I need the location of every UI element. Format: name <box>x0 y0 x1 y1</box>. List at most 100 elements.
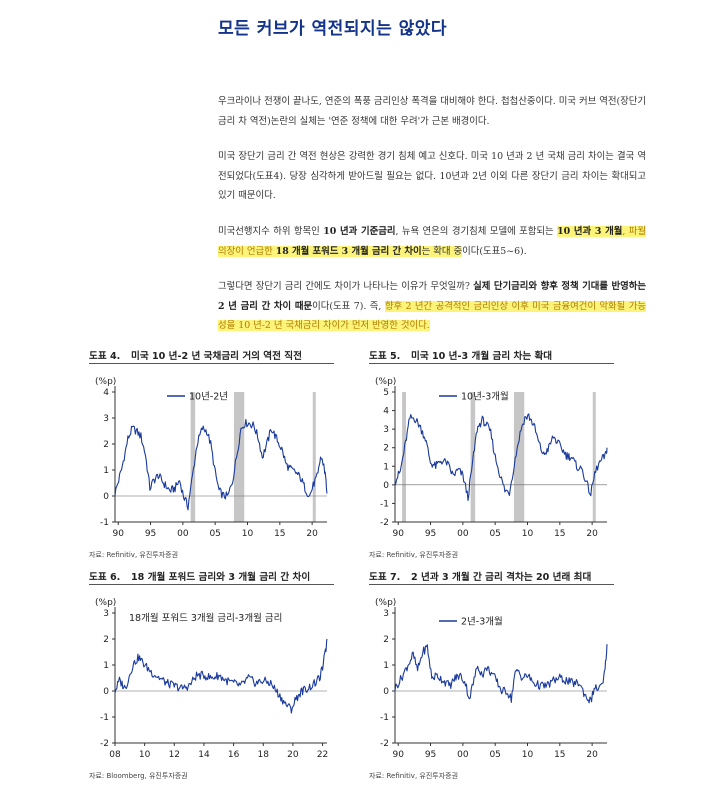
p3-highlight-c: 18 개월 포워드 3 개월 금리 간 차이 <box>275 245 422 257</box>
x-tick-label: 20 <box>306 529 318 539</box>
figure-title: 미국 10 년-2 년 국채금리 거의 역전 직전 <box>131 351 302 362</box>
recession-band-3 <box>592 392 596 522</box>
series-line <box>114 418 328 511</box>
y-tick-label: -1 <box>100 518 109 528</box>
x-tick-label: 95 <box>425 529 436 539</box>
y-tick-label: -2 <box>380 518 389 528</box>
y-unit-label: (%p) <box>375 598 396 608</box>
paragraph-2: 미국 장단기 금리 간 역전 현상은 강력한 경기 침체 예고 신호다. 미국 … <box>218 151 646 202</box>
p4-bold-a: 실제 단기금리와 향후 정책 기대를 반영하는 2 년 금리 간 차이 때문 <box>218 281 646 312</box>
recession-band-0 <box>190 392 196 522</box>
y-unit-label: (%p) <box>95 598 116 608</box>
y-tick-label: 3 <box>383 609 389 619</box>
page-title: 모든 커브가 역전되지는 않았다 <box>218 19 448 39</box>
x-tick-label: 20 <box>287 750 299 760</box>
y-tick-label: 3 <box>383 425 389 435</box>
p3-text-c: 이다(도표5~6). <box>462 245 527 257</box>
y-tick-label: -1 <box>380 499 389 509</box>
p3-bold-a: 10 년과 기준금리 <box>323 225 396 237</box>
recession-band-2 <box>513 392 525 522</box>
y-unit-label: (%p) <box>375 377 396 387</box>
x-tick-label: 95 <box>425 750 436 760</box>
x-tick-label: 00 <box>457 750 469 760</box>
figure-title: 18 개월 포워드 금리와 3 개월 금리 간 차이 <box>131 572 311 583</box>
x-tick-label: 10 <box>522 529 534 539</box>
p4-text-b: 이다(도표 7). 즉, <box>312 300 385 312</box>
recession-band-1 <box>233 392 245 522</box>
y-tick-label: 0 <box>383 481 389 491</box>
y-tick-label: -1 <box>100 713 109 723</box>
figure-source: 자료: Refinitiv, 유진투자증권 <box>369 772 459 780</box>
y-tick-label: 4 <box>103 388 109 398</box>
figure-source: 자료: Bloomberg, 유진투자증권 <box>89 772 188 780</box>
body-text: 우크라이나 전쟁이 끝나도, 연준의 폭풍 금리인상 폭격을 대비해야 한다. … <box>218 92 646 352</box>
recession-band-2 <box>312 392 316 522</box>
figure-number: 도표 7. <box>369 572 401 583</box>
x-tick-label: 00 <box>457 529 469 539</box>
recession-band-0 <box>402 392 406 522</box>
x-tick-label: 20 <box>586 750 598 760</box>
p3-highlight-a: 10 년과 3 개월 <box>557 225 623 237</box>
y-tick-label: 0 <box>103 687 109 697</box>
figure-title: 2 년과 3 개월 간 금리 격차는 20 년래 최대 <box>411 572 592 583</box>
series-line <box>394 413 608 502</box>
paragraph-1: 우크라이나 전쟁이 끝나도, 연준의 폭풍 금리인상 폭격을 대비해야 한다. … <box>218 96 646 127</box>
x-tick-label: 14 <box>198 750 210 760</box>
paragraph-3: 미국선행지수 하위 항목인 10 년과 기준금리, 뉴욕 연은의 경기침체 모델… <box>218 222 646 261</box>
x-tick-label: 22 <box>317 750 328 760</box>
x-tick-label: 08 <box>109 750 121 760</box>
p3-text-a: 미국선행지수 하위 항목인 <box>218 225 324 237</box>
x-tick-label: 16 <box>228 750 240 760</box>
paragraph-4: 그렇다면 장단기 금리 간에도 차이가 나타나는 이유가 무엇일까? 실제 단기… <box>218 277 646 336</box>
x-tick-label: 90 <box>393 529 405 539</box>
x-tick-label: 10 <box>139 750 151 760</box>
x-tick-label: 90 <box>393 750 405 760</box>
y-tick-label: 2 <box>103 635 109 645</box>
y-tick-label: 2 <box>383 444 389 454</box>
figure-source: 자료: Refinitiv, 유진투자증권 <box>369 551 459 559</box>
figure-source: 자료: Refinitiv, 유진투자증권 <box>89 551 179 559</box>
figure-6: 도표 6. 18 개월 포워드 금리와 3 개월 금리 간 차이 (%p) 3 2 1… <box>89 567 334 789</box>
figure-number: 도표 5. <box>369 351 401 362</box>
series-line <box>394 644 608 704</box>
x-tick-label: 20 <box>586 529 598 539</box>
y-unit-label: (%p) <box>95 377 116 387</box>
figure-title: 미국 10 년-3 개월 금리 차는 확대 <box>411 351 553 362</box>
y-tick-label: 0 <box>383 687 389 697</box>
x-tick-label: 05 <box>489 750 500 760</box>
x-tick-label: 15 <box>274 529 285 539</box>
figure-number: 도표 6. <box>89 572 121 583</box>
p3-text-b: , 뉴욕 연은의 경기침체 모델에 포함되는 <box>395 225 558 237</box>
y-tick-label: 5 <box>383 388 389 398</box>
y-tick-label: -1 <box>380 713 389 723</box>
p4-text-a: 그렇다면 장단기 금리 간에도 차이가 나타나는 이유가 무엇일까? <box>218 281 474 293</box>
x-tick-label: 15 <box>554 750 565 760</box>
y-tick-label: 2 <box>103 440 109 450</box>
legend-label: 18개월 포워드 3개월 금리-3개월 금리 <box>129 612 282 624</box>
x-tick-label: 05 <box>209 529 220 539</box>
figure-4: 도표 4. 미국 10 년-2 년 국채금리 거의 역전 직전 (%p) 4 3 2 1… <box>89 346 334 568</box>
y-tick-label: 3 <box>103 609 109 619</box>
y-tick-label: 3 <box>103 414 109 424</box>
y-tick-label: 1 <box>103 661 109 671</box>
p3-highlight-b: , 파월의장이 언급한 <box>218 225 646 257</box>
p3-highlight-d: 는 확대 중 <box>421 245 463 257</box>
y-tick-label: 1 <box>383 462 389 472</box>
y-tick-label: 1 <box>103 466 109 476</box>
x-tick-label: 00 <box>177 529 189 539</box>
legend-label: 10년-3개월 <box>461 391 509 403</box>
figure-7: 도표 7. 2 년과 3 개월 간 금리 격차는 20 년래 최대 (%p) 3 2… <box>369 567 614 789</box>
legend-label: 2년-3개월 <box>461 616 503 628</box>
x-tick-label: 90 <box>113 529 125 539</box>
y-tick-label: 2 <box>383 635 389 645</box>
figure-number: 도표 4. <box>89 351 121 362</box>
x-tick-label: 10 <box>522 750 534 760</box>
x-tick-label: 15 <box>554 529 565 539</box>
y-tick-label: -2 <box>380 739 389 749</box>
series-line <box>114 638 328 714</box>
y-tick-label: 1 <box>383 661 389 671</box>
